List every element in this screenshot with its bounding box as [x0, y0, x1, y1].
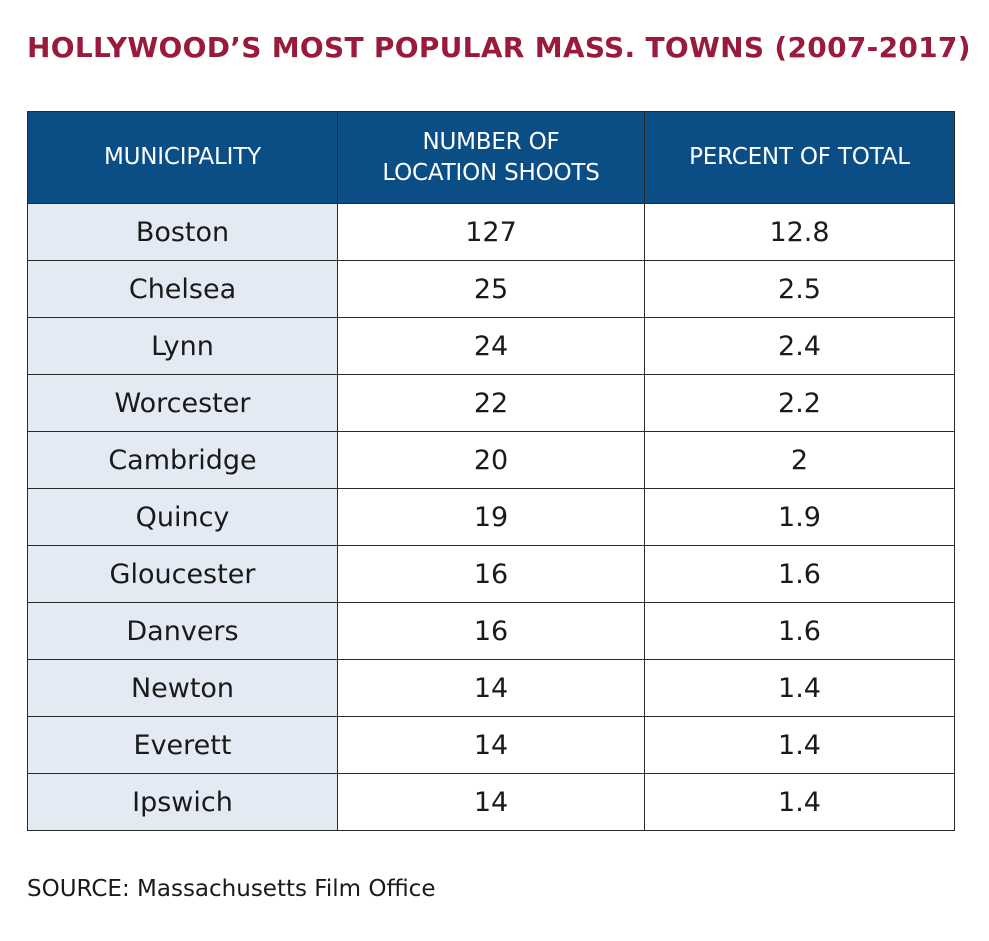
header-location-shoots-line2: LOCATION SHOOTS — [382, 159, 600, 186]
cell-percent-of-total: 2.5 — [644, 260, 955, 318]
cell-percent-of-total: 2.2 — [644, 374, 955, 432]
source-note: SOURCE: Massachusetts Film Office — [27, 876, 436, 902]
header-row: MUNICIPALITY NUMBER OF LOCATION SHOOTS P… — [27, 111, 955, 204]
cell-percent-of-total: 1.4 — [644, 716, 955, 774]
cell-municipality: Worcester — [27, 374, 338, 432]
table-row: Quincy 19 1.9 — [27, 488, 955, 546]
table-header: MUNICIPALITY NUMBER OF LOCATION SHOOTS P… — [27, 111, 955, 204]
cell-location-shoots: 25 — [337, 260, 645, 318]
cell-location-shoots: 16 — [337, 545, 645, 603]
table-title: HOLLYWOOD’S MOST POPULAR MASS. TOWNS (20… — [27, 31, 971, 64]
table-row: Everett 14 1.4 — [27, 716, 955, 774]
header-location-shoots: NUMBER OF LOCATION SHOOTS — [337, 111, 645, 204]
table-row: Lynn 24 2.4 — [27, 317, 955, 375]
header-municipality: MUNICIPALITY — [27, 111, 338, 204]
table-row: Boston 127 12.8 — [27, 203, 955, 261]
cell-municipality: Ipswich — [27, 773, 338, 831]
cell-percent-of-total: 1.4 — [644, 773, 955, 831]
cell-percent-of-total: 2.4 — [644, 317, 955, 375]
cell-percent-of-total: 1.6 — [644, 602, 955, 660]
location-shoots-table: MUNICIPALITY NUMBER OF LOCATION SHOOTS P… — [27, 111, 955, 831]
cell-municipality: Chelsea — [27, 260, 338, 318]
cell-percent-of-total: 12.8 — [644, 203, 955, 261]
cell-location-shoots: 14 — [337, 659, 645, 717]
cell-municipality: Lynn — [27, 317, 338, 375]
cell-municipality: Gloucester — [27, 545, 338, 603]
cell-percent-of-total: 2 — [644, 431, 955, 489]
table-row: Gloucester 16 1.6 — [27, 545, 955, 603]
cell-percent-of-total: 1.4 — [644, 659, 955, 717]
table-body: Boston 127 12.8 Chelsea 25 2.5 Lynn 24 2.4 Worces… — [27, 203, 955, 831]
header-location-shoots-line1: NUMBER OF — [422, 128, 560, 155]
cell-location-shoots: 14 — [337, 773, 645, 831]
cell-location-shoots: 24 — [337, 317, 645, 375]
cell-location-shoots: 22 — [337, 374, 645, 432]
cell-percent-of-total: 1.6 — [644, 545, 955, 603]
cell-municipality: Boston — [27, 203, 338, 261]
table-row: Chelsea 25 2.5 — [27, 260, 955, 318]
table-row: Danvers 16 1.6 — [27, 602, 955, 660]
table-row: Ipswich 14 1.4 — [27, 773, 955, 831]
cell-location-shoots: 127 — [337, 203, 645, 261]
cell-municipality: Cambridge — [27, 431, 338, 489]
table-row: Newton 14 1.4 — [27, 659, 955, 717]
cell-municipality: Quincy — [27, 488, 338, 546]
cell-municipality: Danvers — [27, 602, 338, 660]
cell-municipality: Everett — [27, 716, 338, 774]
cell-percent-of-total: 1.9 — [644, 488, 955, 546]
header-percent-of-total: PERCENT OF TOTAL — [644, 111, 955, 204]
cell-location-shoots: 20 — [337, 431, 645, 489]
cell-location-shoots: 16 — [337, 602, 645, 660]
table-row: Worcester 22 2.2 — [27, 374, 955, 432]
cell-location-shoots: 14 — [337, 716, 645, 774]
cell-location-shoots: 19 — [337, 488, 645, 546]
table-row: Cambridge 20 2 — [27, 431, 955, 489]
cell-municipality: Newton — [27, 659, 338, 717]
